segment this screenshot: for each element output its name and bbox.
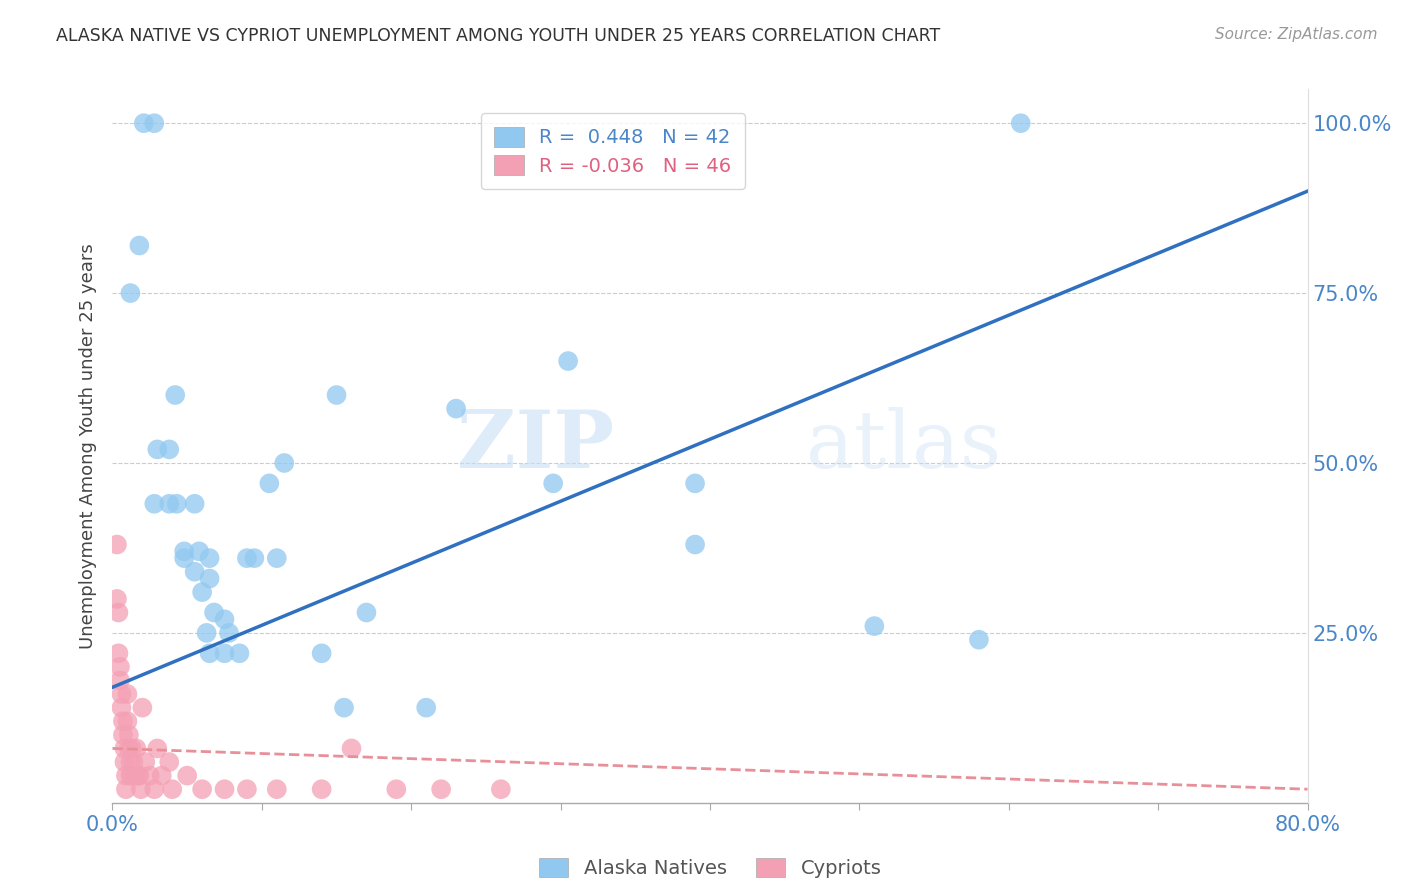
- Point: [115, 769, 138, 783]
- Point: [415, 700, 437, 714]
- Point: [557, 354, 579, 368]
- Point: [683, 476, 706, 491]
- Point: [202, 606, 225, 620]
- Y-axis label: Unemployment Among Youth under 25 years: Unemployment Among Youth under 25 years: [79, 244, 97, 648]
- Point: [110, 700, 132, 714]
- Point: [105, 537, 128, 551]
- Point: [150, 769, 173, 783]
- Text: ZIP: ZIP: [457, 407, 614, 485]
- Point: [863, 619, 886, 633]
- Point: [214, 646, 236, 660]
- Point: [117, 687, 139, 701]
- Point: [143, 497, 166, 511]
- Point: [108, 673, 131, 688]
- Point: [157, 755, 180, 769]
- Point: [143, 116, 166, 130]
- Point: [157, 442, 180, 457]
- Point: [183, 497, 205, 511]
- Point: [236, 551, 259, 566]
- Point: [110, 687, 132, 701]
- Point: [356, 606, 378, 620]
- Point: [128, 238, 150, 252]
- Point: [121, 741, 143, 756]
- Point: [114, 755, 135, 769]
- Point: [120, 286, 142, 301]
- Point: [157, 497, 180, 511]
- Legend: Alaska Natives, Cypriots: Alaska Natives, Cypriots: [531, 850, 889, 886]
- Point: [1010, 116, 1032, 130]
- Point: [236, 782, 259, 797]
- Point: [115, 782, 138, 797]
- Point: [105, 591, 128, 606]
- Point: [139, 769, 162, 783]
- Text: Source: ZipAtlas.com: Source: ZipAtlas.com: [1215, 27, 1378, 42]
- Point: [188, 544, 211, 558]
- Point: [430, 782, 453, 797]
- Point: [243, 551, 266, 566]
- Text: atlas: atlas: [806, 407, 1001, 485]
- Point: [444, 401, 467, 416]
- Point: [107, 606, 129, 620]
- Point: [191, 585, 214, 599]
- Point: [967, 632, 990, 647]
- Point: [191, 782, 214, 797]
- Point: [165, 388, 187, 402]
- Text: ALASKA NATIVE VS CYPRIOT UNEMPLOYMENT AMONG YOUTH UNDER 25 YEARS CORRELATION CHA: ALASKA NATIVE VS CYPRIOT UNEMPLOYMENT AM…: [56, 27, 941, 45]
- Point: [120, 755, 142, 769]
- Point: [489, 782, 512, 797]
- Point: [266, 782, 288, 797]
- Point: [108, 660, 131, 674]
- Point: [143, 782, 166, 797]
- Point: [266, 551, 288, 566]
- Point: [541, 476, 564, 491]
- Point: [228, 646, 250, 660]
- Point: [259, 476, 281, 491]
- Point: [122, 755, 145, 769]
- Point: [127, 769, 149, 783]
- Point: [125, 741, 148, 756]
- Point: [107, 646, 129, 660]
- Point: [162, 782, 183, 797]
- Point: [121, 769, 143, 783]
- Point: [111, 714, 134, 729]
- Point: [114, 741, 135, 756]
- Point: [198, 646, 221, 660]
- Point: [198, 572, 221, 586]
- Point: [176, 769, 198, 783]
- Point: [385, 782, 408, 797]
- Point: [311, 646, 333, 660]
- Point: [273, 456, 295, 470]
- Point: [198, 551, 221, 566]
- Point: [132, 116, 155, 130]
- Point: [117, 714, 139, 729]
- Point: [195, 626, 218, 640]
- Point: [683, 537, 706, 551]
- Point: [218, 626, 240, 640]
- Point: [146, 442, 169, 457]
- Point: [128, 769, 150, 783]
- Point: [129, 782, 152, 797]
- Point: [173, 551, 195, 566]
- Point: [311, 782, 333, 797]
- Point: [120, 769, 142, 783]
- Point: [333, 700, 356, 714]
- Point: [111, 728, 134, 742]
- Point: [118, 741, 141, 756]
- Point: [173, 544, 195, 558]
- Point: [166, 497, 188, 511]
- Point: [214, 782, 236, 797]
- Point: [214, 612, 236, 626]
- Point: [118, 728, 141, 742]
- Point: [183, 565, 205, 579]
- Point: [124, 769, 146, 783]
- Point: [340, 741, 363, 756]
- Point: [325, 388, 347, 402]
- Point: [131, 700, 153, 714]
- Point: [146, 741, 169, 756]
- Point: [134, 755, 156, 769]
